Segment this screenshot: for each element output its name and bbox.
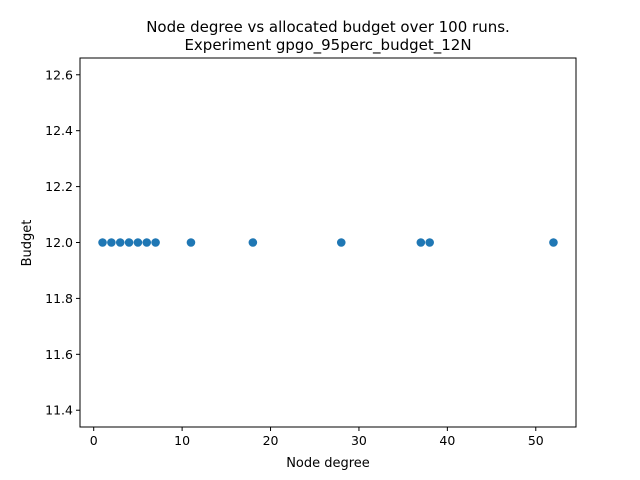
x-tick-label: 20 <box>263 433 279 448</box>
data-point <box>98 238 107 247</box>
x-tick-label: 50 <box>528 433 544 448</box>
x-tick-label: 0 <box>90 433 98 448</box>
data-point <box>186 238 196 247</box>
data-point <box>124 238 134 247</box>
y-tick-label: 12.4 <box>45 123 73 138</box>
data-point <box>115 238 125 247</box>
data-point <box>142 238 152 247</box>
y-tick-label: 12.6 <box>45 67 73 82</box>
data-point <box>248 238 258 247</box>
data-point <box>425 238 434 247</box>
x-axis-label: Node degree <box>286 456 370 471</box>
data-point <box>416 238 426 247</box>
y-tick-label: 12.0 <box>45 235 73 250</box>
y-axis-label: Budget <box>20 220 35 267</box>
y-tick-label: 12.2 <box>45 179 73 194</box>
x-tick-label: 10 <box>174 433 190 448</box>
y-tick-label: 11.8 <box>45 291 73 306</box>
plot-area: 0 10 20 30 40 50 11.4 11.6 11.8 12.0 12.2 12.4 12.6 <box>45 57 577 448</box>
x-tick-label: 40 <box>439 433 455 448</box>
y-tick-label: 11.6 <box>45 347 73 362</box>
data-point <box>549 238 558 247</box>
x-tick-label: 30 <box>351 433 367 448</box>
chart-title-line-2: Experiment gpgo_95perc_budget_12N <box>184 36 471 55</box>
data-point <box>107 238 116 247</box>
chart-title-line-1: Node degree vs allocated budget over 100… <box>146 18 510 36</box>
y-tick-label: 11.4 <box>45 403 73 418</box>
data-point <box>151 238 160 247</box>
data-point <box>133 238 143 247</box>
data-point <box>336 238 346 247</box>
